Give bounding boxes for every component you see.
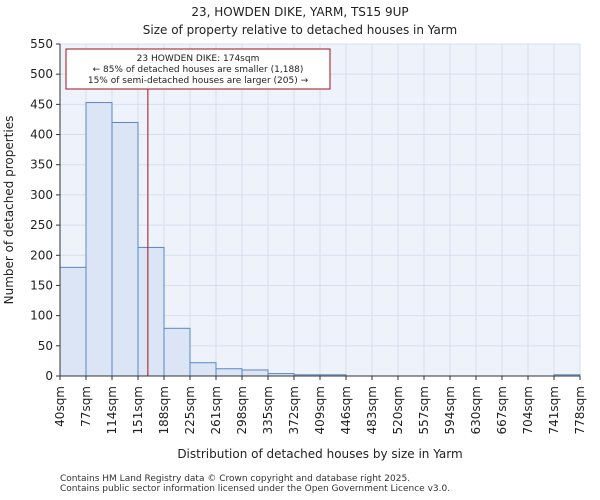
x-tick-label: 778sqm (573, 386, 587, 434)
x-tick-label: 298sqm (235, 386, 249, 434)
x-tick-label: 335sqm (261, 386, 275, 434)
chart-title: 23, HOWDEN DIKE, YARM, TS15 9UP (191, 5, 408, 19)
histogram-chart: 23, HOWDEN DIKE, YARM, TS15 9UP Size of … (2, 5, 587, 461)
y-tick-label: 50 (38, 339, 53, 353)
footer-line-1: Contains HM Land Registry data © Crown c… (60, 474, 411, 484)
x-tick-label: 225sqm (183, 386, 197, 434)
annotation-border (65, 48, 331, 90)
x-tick-label: 704sqm (521, 386, 535, 434)
footer-line-2: Contains public sector information licen… (60, 484, 451, 494)
histogram-bar (241, 369, 269, 377)
bars-layer (59, 102, 581, 377)
axis-layer: 0 50 100 150 200 250 300 350 400 450 500 550 40sqm 77… (30, 37, 587, 434)
y-tick-label: 250 (30, 218, 53, 232)
histogram-bar (215, 368, 243, 377)
x-tick-label: 557sqm (417, 386, 431, 434)
y-tick-label: 550 (30, 37, 53, 51)
histogram-bar (163, 327, 191, 377)
y-tick-label: 200 (30, 248, 53, 262)
chart-subtitle: Size of property relative to detached ho… (143, 23, 457, 37)
x-tick-label: 667sqm (495, 386, 509, 434)
x-tick-label: 151sqm (131, 386, 145, 434)
y-tick-label: 0 (45, 369, 53, 383)
annotation-line-1: 23 HOWDEN DIKE: 174sqm (137, 54, 260, 64)
x-tick-label: 446sqm (339, 386, 353, 434)
x-tick-label: 188sqm (157, 386, 171, 434)
y-tick-label: 300 (30, 188, 53, 202)
annotation-line-3: 15% of semi-detached houses are larger (… (88, 76, 309, 86)
y-tick-label: 350 (30, 158, 53, 172)
histogram-bar (85, 102, 113, 377)
y-tick-label: 150 (30, 278, 53, 292)
x-tick-label: 40sqm (53, 386, 67, 427)
x-tick-label: 741sqm (547, 386, 561, 434)
x-tick-label: 630sqm (469, 386, 483, 434)
annotation-box: 23 HOWDEN DIKE: 174sqm ← 85% of detached… (65, 48, 331, 90)
y-tick-label: 100 (30, 309, 53, 323)
y-tick-label: 450 (30, 97, 53, 111)
x-tick-label: 409sqm (313, 386, 327, 434)
x-tick-label: 372sqm (287, 386, 301, 434)
x-tick-label: 114sqm (105, 386, 119, 434)
x-axis-label: Distribution of detached houses by size … (177, 447, 462, 461)
x-tick-label: 594sqm (443, 386, 457, 434)
histogram-bar (59, 266, 87, 377)
x-tick-label: 520sqm (391, 386, 405, 434)
histogram-bar (111, 121, 139, 377)
y-tick-label: 500 (30, 67, 53, 81)
x-tick-label: 483sqm (365, 386, 379, 434)
histogram-bar (189, 362, 217, 377)
histogram-bar (137, 246, 165, 377)
x-tick-label: 77sqm (79, 386, 93, 427)
x-tick-label: 261sqm (209, 386, 223, 434)
y-axis-label: Number of detached properties (2, 116, 16, 305)
annotation-line-2: ← 85% of detached houses are smaller (1,… (93, 65, 304, 75)
y-tick-label: 400 (30, 128, 53, 142)
